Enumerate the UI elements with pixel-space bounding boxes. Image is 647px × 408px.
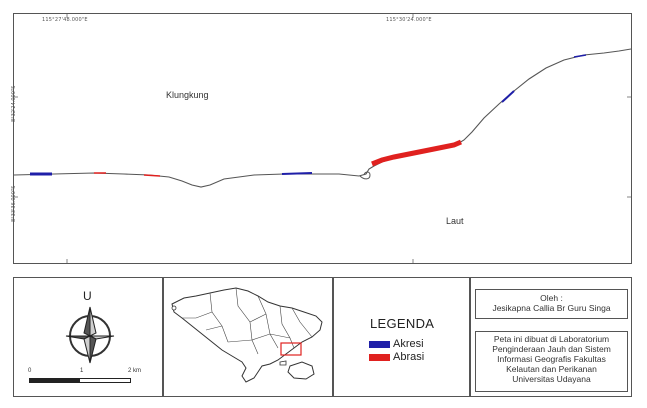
- legend-panel: [333, 277, 470, 397]
- coord-left-upper: 8°32'24.000"S: [11, 85, 17, 122]
- legend-item-akresi: Akresi: [369, 338, 424, 350]
- institution-credit-box: Peta ini dibuat di Laboratorium Penginde…: [475, 331, 628, 392]
- north-label: U: [83, 289, 92, 303]
- coord-left-lower: 8°33'36.000"S: [11, 185, 17, 222]
- label-klungkung: Klungkung: [166, 90, 209, 100]
- nusa-penida-island: [287, 361, 315, 380]
- nusa-lembongan-island: [279, 360, 287, 366]
- legend-swatch-abrasi: [369, 353, 390, 361]
- legend-swatch-akresi: [369, 340, 390, 348]
- credit-line-1: Peta ini dibuat di Laboratorium: [493, 334, 610, 344]
- author-name: Jesikapna Callia Br Guru Singa: [492, 303, 611, 314]
- credit-line-4: Kelautan dan Perikanan: [506, 364, 597, 375]
- credit-line-3: Informasi Geografis Fakultas: [497, 354, 606, 365]
- abrasi-segment-main: [371, 139, 462, 167]
- abrasi-segment-small-2: [143, 174, 161, 177]
- akresi-segment-far-east: [573, 54, 587, 58]
- legend-label-abrasi: Abrasi: [393, 351, 425, 363]
- credit-line-2: Penginderaan Jauh dan Sistem: [492, 344, 611, 355]
- scale-label-1: 1: [80, 368, 84, 374]
- author-heading: Oleh :: [540, 293, 563, 303]
- main-map-frame: 115°27'48.000"E 115°30'24.000"E 8°32'24.…: [11, 13, 632, 264]
- scale-label-0: 0: [28, 368, 32, 374]
- bali-island-outline: [171, 287, 323, 383]
- scale-label-2: 2 km: [128, 368, 142, 374]
- north-arrow-icon: [65, 306, 115, 364]
- akresi-segment-east: [501, 90, 515, 103]
- akresi-segment-central: [281, 172, 313, 175]
- main-map-canvas: [14, 14, 631, 263]
- menjangan-island: [171, 305, 177, 311]
- info-panel: [470, 277, 632, 397]
- study-area-box: [280, 342, 302, 356]
- regency-boundaries: [182, 287, 313, 355]
- coord-top-left: 115°27'48.000"E: [42, 17, 88, 23]
- coastline: [14, 48, 631, 188]
- legend-item-abrasi: Abrasi: [369, 351, 425, 363]
- scale-bar: [29, 378, 131, 383]
- label-laut: Laut: [446, 216, 464, 226]
- legend-label-akresi: Akresi: [393, 338, 424, 350]
- author-box: Oleh : Jesikapna Callia Br Guru Singa: [475, 289, 628, 319]
- coastline-curl: [359, 171, 371, 180]
- locator-map: [171, 287, 323, 383]
- credit-line-5: Universitas Udayana: [512, 374, 591, 385]
- legend-title: LEGENDA: [370, 316, 435, 331]
- coord-top-right: 115°30'24.000"E: [386, 17, 432, 23]
- scale-bar-filled-segment: [30, 379, 80, 382]
